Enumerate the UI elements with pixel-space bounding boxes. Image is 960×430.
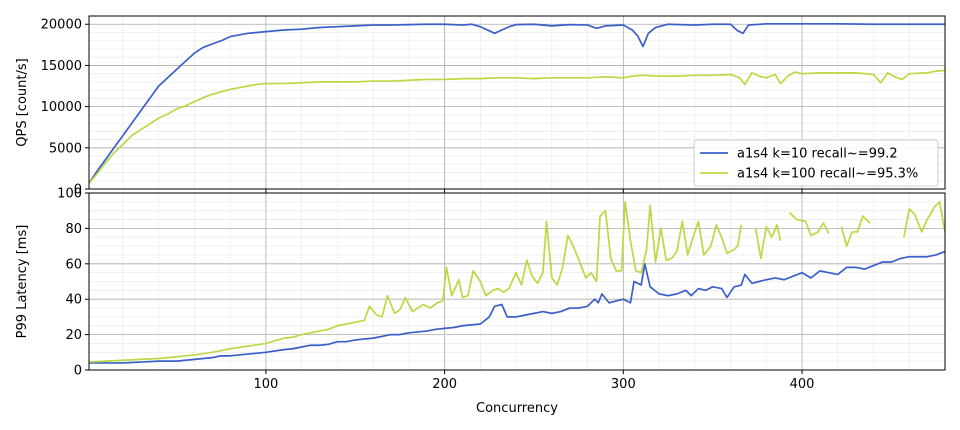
qps-ytick-label: 20000	[41, 18, 82, 33]
latency-ytick-label: 80	[65, 222, 82, 237]
latency-xtick-label: 300	[611, 377, 636, 392]
latency-series-line-k100	[89, 201, 945, 363]
qps-axes-frame	[88, 15, 946, 190]
qps-ylabel: QPS [count/s]	[15, 58, 30, 146]
latency-ytick-label: 20	[65, 328, 82, 343]
latency-ytick-label: 100	[57, 187, 82, 202]
qps-ytick-label: 15000	[41, 59, 82, 74]
latency-series-line-k10	[89, 250, 945, 364]
latency-ytick-label: 40	[65, 293, 82, 308]
legend-label: a1s4 k=100 recall~=95.3%	[737, 167, 918, 182]
qps-ytick-label: 5000	[49, 141, 82, 156]
qps-ytick-label: 10000	[41, 100, 82, 115]
latency-xtick-label: 400	[790, 377, 815, 392]
latency-ytick-label: 0	[74, 364, 82, 379]
latency-axes-frame	[88, 192, 946, 371]
legend: a1s4 k=10 recall~=99.2 a1s4 k=100 recall~…	[693, 139, 939, 187]
qps-panel: 0 5000 10000 15000 20000 QPS [count/s]	[15, 15, 946, 198]
legend-box	[693, 139, 939, 187]
latency-panel: 0 20 40 60 80 100 100 200 300 400 P99 Latency [ms]…	[15, 187, 946, 416]
latency-ytick-label: 60	[65, 257, 82, 272]
qps-series-line-k10	[89, 22, 945, 184]
qps-series-line-k100	[89, 69, 945, 184]
latency-xtick-label: 200	[432, 377, 457, 392]
xlabel: Concurrency	[476, 401, 558, 416]
latency-xtick-label: 100	[254, 377, 279, 392]
legend-label: a1s4 k=10 recall~=99.2	[737, 147, 898, 162]
latency-ylabel: P99 Latency [ms]	[15, 225, 30, 339]
qps-ytick-label: 0	[74, 183, 82, 198]
